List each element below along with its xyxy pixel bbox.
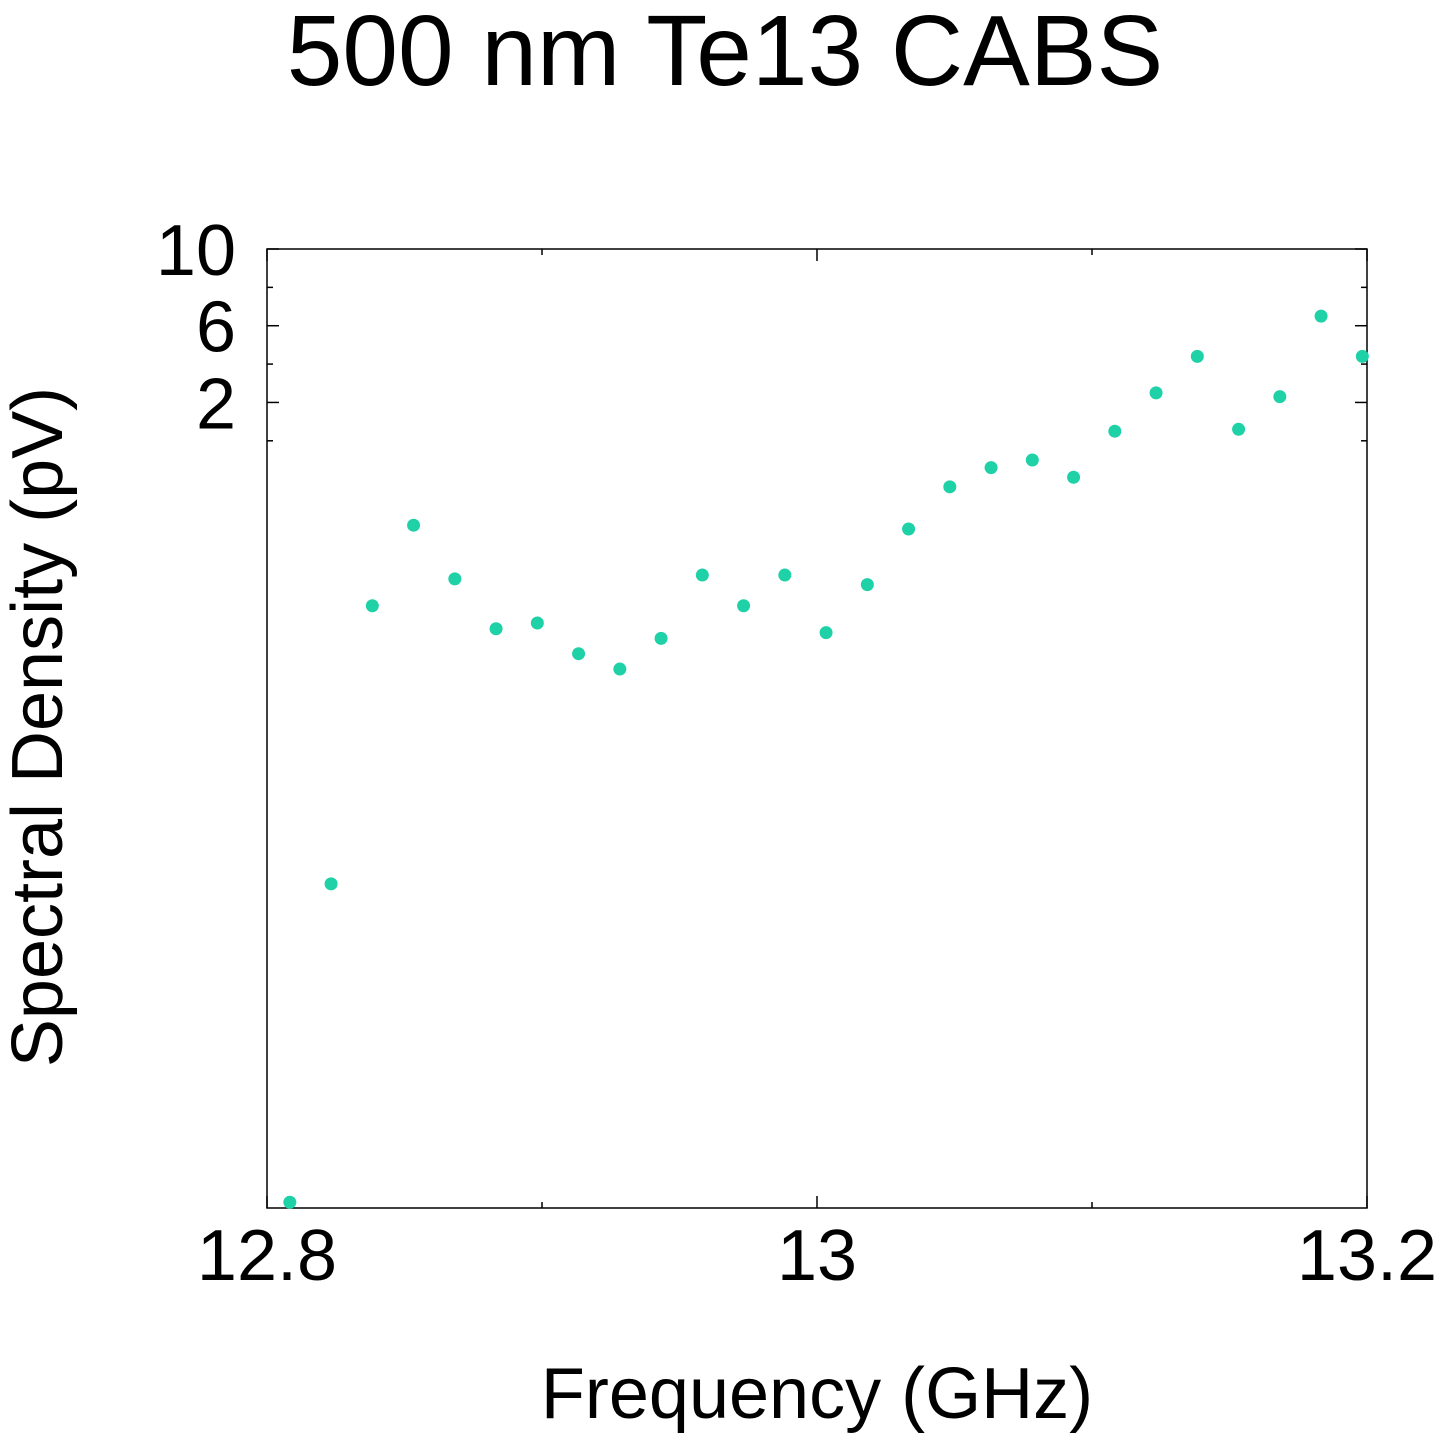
x-tick-label: 13.2 (1297, 1216, 1437, 1296)
x-tick-label: 13 (777, 1216, 857, 1296)
y-tick-label: 2 (196, 364, 236, 444)
data-point (778, 568, 792, 582)
data-point (1025, 453, 1039, 467)
y-tick-label: 6 (196, 288, 236, 368)
data-point (737, 599, 751, 613)
plot-frame (266, 248, 1368, 1209)
data-point (489, 622, 503, 636)
data-point (1355, 349, 1369, 363)
data-point (365, 599, 379, 613)
y-axis-ticks (267, 248, 1367, 442)
x-tick-label: 12.8 (197, 1216, 337, 1296)
data-point (819, 626, 833, 640)
data-point (695, 568, 709, 582)
data-point (283, 1195, 297, 1209)
data-point (984, 461, 998, 475)
y-axis-label: Spectral Density (pV) (0, 387, 78, 1067)
data-point (860, 578, 874, 592)
data-point (654, 631, 668, 645)
data-point (1149, 386, 1163, 400)
x-axis-ticks (266, 249, 1368, 1208)
data-point (1273, 390, 1287, 404)
data-point (407, 518, 421, 532)
data-point (448, 572, 462, 586)
data-point (530, 616, 544, 630)
data-point (1190, 349, 1204, 363)
data-point (943, 480, 957, 494)
x-axis-tick-labels: 12.8 13 13.2 (197, 1216, 1437, 1296)
data-point (572, 647, 586, 661)
data-point (1232, 422, 1246, 436)
data-point (1314, 309, 1328, 323)
data-point (1108, 424, 1122, 438)
data-points (283, 309, 1369, 1209)
x-axis-label: Frequency (GHz) (541, 1354, 1093, 1434)
data-point (613, 662, 627, 676)
chart-title: 500 nm Te13 CABS (287, 0, 1163, 107)
y-tick-label: 10 (156, 211, 236, 291)
data-point (902, 522, 916, 536)
data-point (324, 877, 338, 891)
data-point (1067, 470, 1081, 484)
